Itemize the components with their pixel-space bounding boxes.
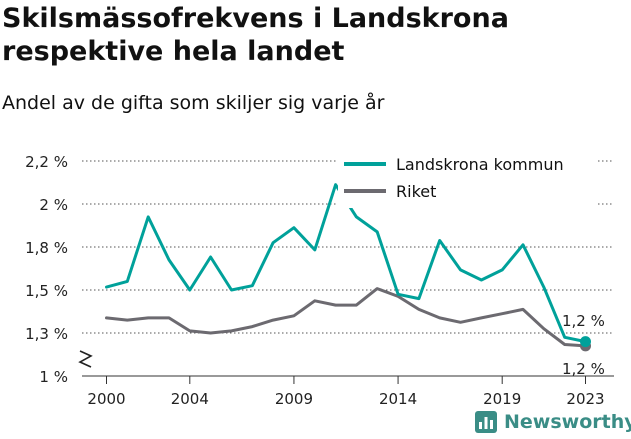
- end-labels: 1,2 % 1,2 %: [562, 312, 605, 378]
- series-line-riket: [105, 287, 587, 348]
- legend-label: Riket: [396, 182, 436, 201]
- x-tick-label: 2000: [87, 390, 125, 408]
- y-tick-label: 1,3 %: [25, 325, 68, 343]
- y-tick-label: 2,2 %: [25, 153, 68, 171]
- y-tick-label: 1,8 %: [25, 239, 68, 257]
- axis-break-mark: [78, 350, 93, 368]
- axes: 1 % 1,3 % 1,5 % 1,8 % 2 % 2,2 % 2000 2004 2009 20…: [25, 153, 614, 408]
- newsworthy-logo: Newsworthy: [474, 408, 631, 436]
- legend-background: [338, 150, 598, 208]
- y-tick-label: 2 %: [39, 196, 68, 214]
- end-label-landskrona: 1,2 %: [562, 312, 605, 330]
- x-tick-label: 2019: [483, 390, 521, 408]
- legend-label: Landskrona kommun: [396, 155, 564, 174]
- x-tick-label: 2004: [171, 390, 209, 408]
- x-tick-label: 2009: [275, 390, 313, 408]
- x-tick-label: 2023: [566, 390, 604, 408]
- chart-subtitle: Andel av de gifta som skiljer sig varje …: [2, 92, 385, 114]
- y-tick-label: 1,5 %: [25, 282, 68, 300]
- end-label-riket: 1,2 %: [562, 360, 605, 378]
- legend: Landskrona kommun Riket: [338, 150, 598, 208]
- chart-title: Skilsmässofrekvens i Landskrona respekti…: [2, 3, 509, 67]
- brand-name: Newsworthy: [504, 411, 631, 433]
- y-tick-label: 1 %: [39, 368, 68, 386]
- bar-chart-icon: [475, 411, 497, 433]
- grid-lines: [82, 160, 614, 334]
- series-line-landskrona: [105, 183, 587, 344]
- series-lines: [105, 183, 591, 352]
- series-end-point: [580, 336, 591, 348]
- x-tick-label: 2014: [379, 390, 417, 408]
